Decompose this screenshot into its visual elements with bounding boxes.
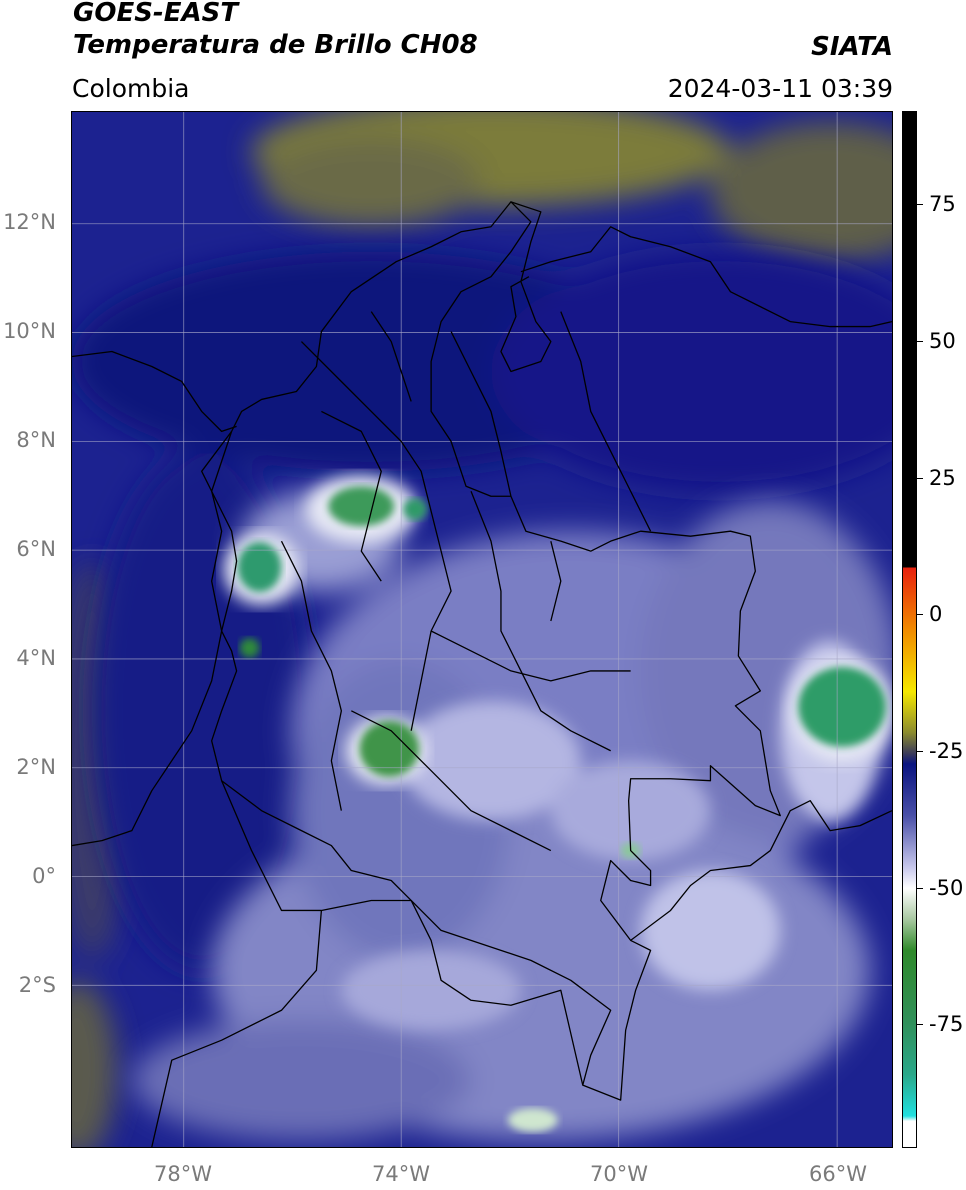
colorbar-label-minus25: -25 xyxy=(929,739,964,763)
lon-label-70w: 70°W xyxy=(590,1162,648,1186)
colorbar-label-25: 25 xyxy=(929,466,956,490)
lat-label-2s: 2°S xyxy=(18,973,56,997)
boundaries xyxy=(72,201,892,1147)
colorbar-label-0: 0 xyxy=(929,602,943,626)
satellite-title: GOES-EAST xyxy=(73,0,239,28)
lon-label-78w: 78°W xyxy=(154,1162,212,1186)
graticule xyxy=(72,112,892,1147)
lat-label-8n: 8°N xyxy=(16,428,56,452)
datetime-label: 2024-03-11 03:39 xyxy=(667,74,893,103)
convective-cells xyxy=(223,475,892,1133)
lat-label-12n: 12°N xyxy=(3,210,56,234)
lat-label-10n: 10°N xyxy=(3,319,56,343)
lat-label-6n: 6°N xyxy=(16,537,56,561)
lat-label-0: 0° xyxy=(32,864,56,888)
colorbar-label-50: 50 xyxy=(929,329,956,353)
region-label: Colombia xyxy=(72,74,190,103)
product-title: Temperatura de Brillo CH08 xyxy=(73,30,478,60)
source-label: SIATA xyxy=(811,32,893,62)
colorbar xyxy=(902,111,917,1148)
lon-label-66w: 66°W xyxy=(809,1162,867,1186)
colorbar-label-minus50: -50 xyxy=(929,876,964,900)
satellite-map[interactable] xyxy=(71,111,893,1148)
lat-label-2n: 2°N xyxy=(16,755,56,779)
colorbar-label-minus75: -75 xyxy=(929,1012,964,1036)
lon-label-74w: 74°W xyxy=(372,1162,430,1186)
brightness-temperature-image xyxy=(72,112,892,1147)
lat-label-4n: 4°N xyxy=(16,646,56,670)
colorbar-label-75: 75 xyxy=(929,192,956,216)
dry-air-region xyxy=(72,112,892,1147)
